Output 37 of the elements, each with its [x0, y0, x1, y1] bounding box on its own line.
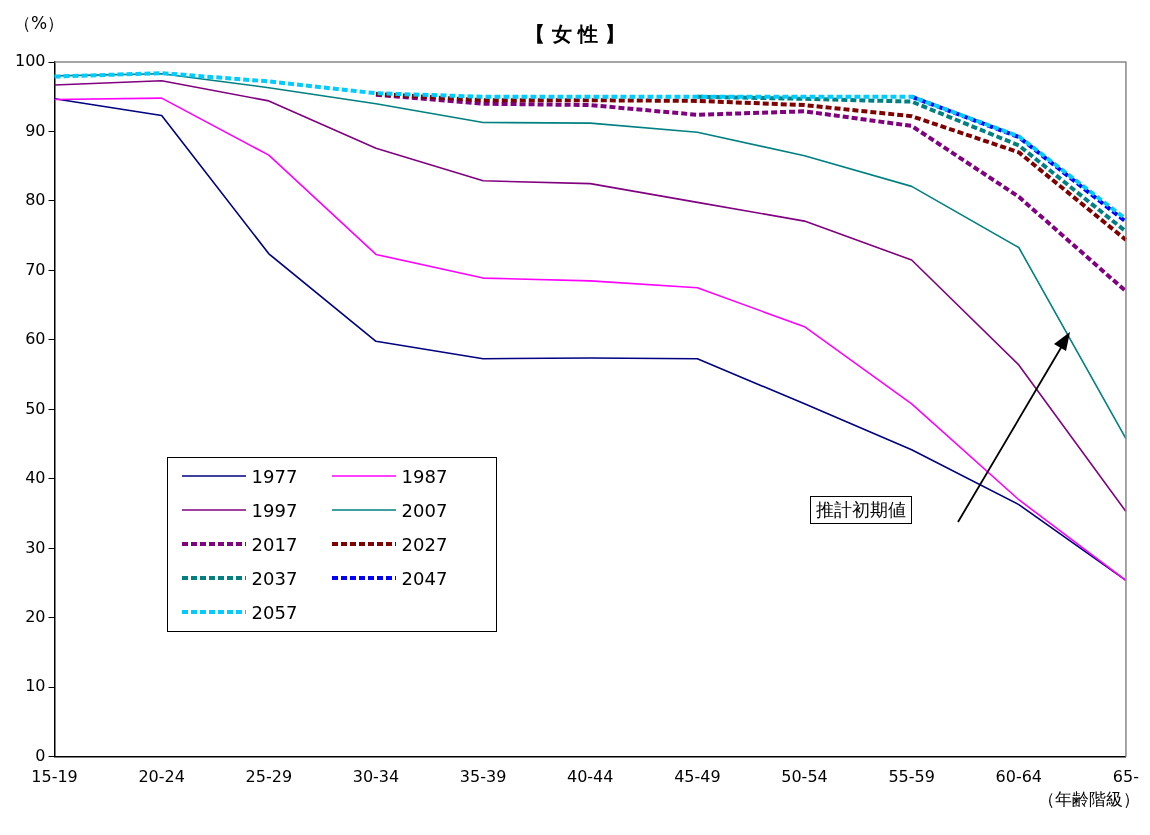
- legend-label: 2017: [251, 533, 298, 555]
- y-tick-label: 10: [25, 676, 46, 696]
- y-tick-label: 20: [25, 607, 46, 626]
- y-tick-label: 80: [25, 190, 46, 210]
- legend-label: 2027: [401, 533, 448, 555]
- x-tick-label: 15-19: [31, 766, 78, 786]
- y-tick-label: 90: [25, 120, 46, 140]
- legend-label: 1987: [401, 465, 448, 487]
- x-tick-label: 60-64: [995, 766, 1043, 786]
- y-tick-label: 60: [25, 329, 46, 349]
- legend-label: 1997: [251, 499, 298, 521]
- x-tick-label: 20-24: [138, 766, 185, 786]
- legend-label: 2037: [251, 567, 298, 589]
- annotation: 推計初期値: [810, 496, 913, 525]
- y-tick-label: 50: [25, 398, 46, 418]
- chart-title: 【 女 性 】: [524, 22, 626, 47]
- y-tick-label: 100: [14, 51, 46, 71]
- x-tick-label: 30-34: [352, 766, 400, 786]
- x-tick-label: 55-59: [888, 766, 935, 786]
- x-tick-label: 65-: [1112, 766, 1139, 786]
- x-tick-label: 50-54: [781, 766, 828, 786]
- x-tick-label: 40-44: [566, 766, 614, 786]
- y-tick-label: 70: [25, 259, 46, 279]
- y-tick-label: 40: [25, 468, 46, 488]
- legend-label: 2047: [401, 567, 448, 589]
- y-tick-label: 0: [35, 745, 46, 765]
- legend-label: 1977: [251, 465, 298, 487]
- line-series: [695, 94, 1128, 234]
- x-tick-label: 25-29: [245, 766, 293, 786]
- line-series: [373, 91, 1128, 242]
- legend-label: 2007: [401, 499, 448, 521]
- x-tick-label: 35-39: [459, 766, 507, 786]
- y-axis-title: （%）: [14, 12, 65, 35]
- x-axis-title: （年齢階級）: [1038, 788, 1140, 809]
- y-tick-label: 30: [25, 537, 46, 557]
- x-tick-label: 45-49: [674, 766, 721, 786]
- legend-label: 2057: [251, 601, 298, 623]
